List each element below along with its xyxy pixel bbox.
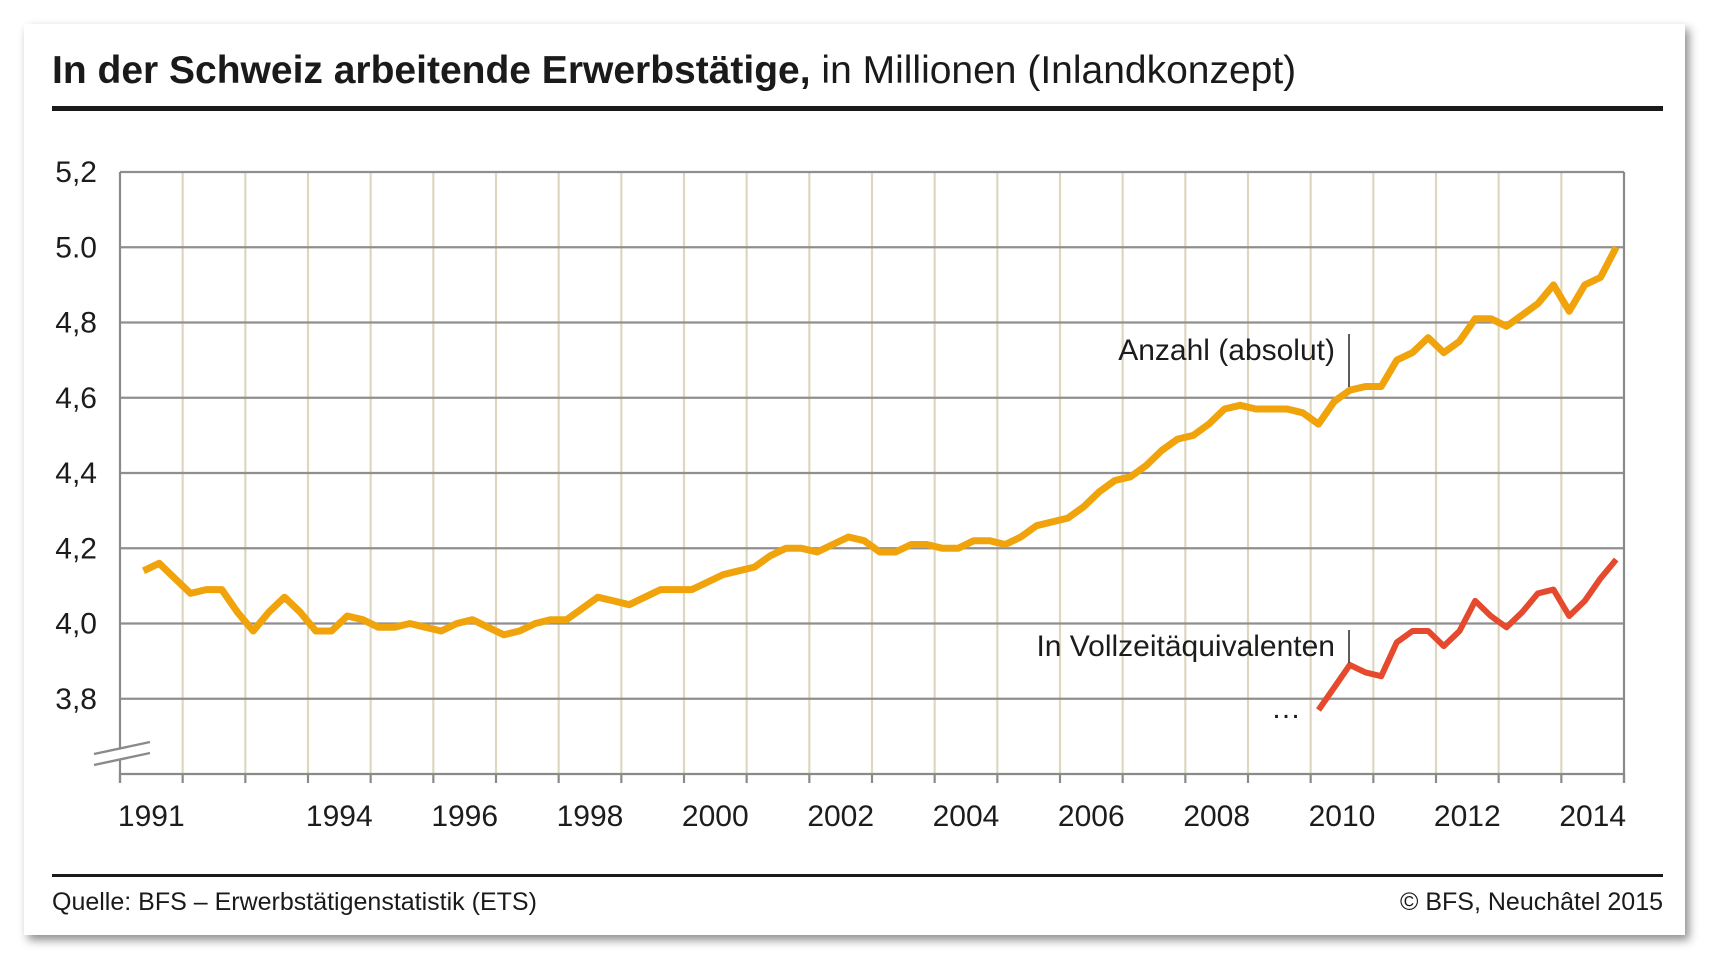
x-tick-label: 2010	[1309, 800, 1376, 833]
y-tick-label: 4,2	[55, 532, 97, 565]
series-lines	[141, 245, 1620, 712]
chart-title-unit: in Millionen (Inlandkonzept)	[821, 49, 1297, 92]
footer-rule	[52, 874, 1663, 877]
y-tick-label: 3,8	[55, 683, 97, 716]
copyright-note: © BFS, Neuchâtel 2015	[1399, 888, 1663, 916]
y-tick-label: 4,6	[55, 382, 97, 415]
chart-title: In der Schweiz arbeitende Erwerbstätige,…	[52, 48, 1296, 94]
x-tick-label: 2006	[1058, 800, 1125, 833]
no-data-ellipsis: …	[1271, 692, 1301, 725]
x-tick-label: 1991	[118, 800, 185, 833]
x-tick-label: 2002	[807, 800, 874, 833]
y-tick-label: 4,4	[55, 457, 97, 490]
axes	[118, 172, 1626, 783]
x-tick-label: 2004	[933, 800, 1000, 833]
series-label-vollzeitaequivalente: In Vollzeitäquivalenten	[1036, 630, 1335, 663]
x-tick-label: 2008	[1183, 800, 1250, 833]
source-note: Quelle: BFS – Erwerbstätigenstatistik (E…	[52, 888, 537, 916]
chart-card	[24, 24, 1685, 935]
annotations: Anzahl (absolut) In Vollzeitäquivalenten…	[1036, 334, 1350, 725]
axis-break-gap	[94, 742, 150, 765]
title-rule	[52, 106, 1663, 111]
x-tick-label: 2012	[1434, 800, 1501, 833]
series-label-anzahl-absolut: Anzahl (absolut)	[1118, 334, 1335, 367]
axis-break-line-upper	[93, 740, 151, 756]
series-line-anzahl-absolut	[141, 245, 1620, 639]
axis-break-mark	[93, 740, 151, 767]
series-line-vollzeitaequivalente	[1316, 557, 1619, 712]
axis-break-line-lower	[93, 751, 151, 767]
y-tick-label: 4,8	[55, 307, 97, 340]
y-tick-label: 5,2	[55, 156, 97, 189]
x-tick-label: 2014	[1559, 800, 1626, 833]
chart-title-main: In der Schweiz arbeitende Erwerbstätige,	[52, 49, 811, 92]
x-tick-label: 2000	[682, 800, 749, 833]
x-tick-label: 1998	[557, 800, 624, 833]
y-tick-label: 5.0	[55, 231, 97, 264]
x-tick-label: 1994	[306, 800, 373, 833]
x-tick-label: 1996	[431, 800, 498, 833]
tick-labels: 5,2 5.0 4,8 4,6 4,4 4,2 4,0 3,8 1991 1994 1996 1998…	[55, 156, 1626, 833]
y-tick-label: 4,0	[55, 608, 97, 641]
